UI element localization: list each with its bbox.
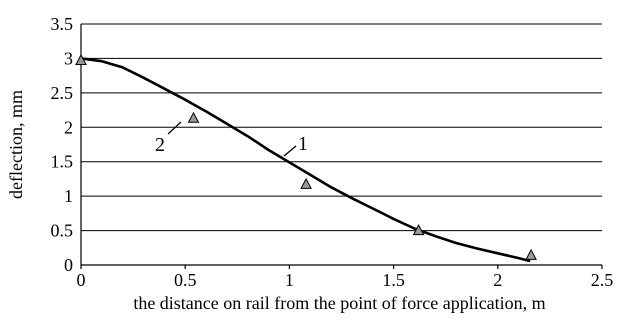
y-tick-label: 3 [64, 48, 73, 68]
y-axis-title: deflection, mm [6, 90, 26, 199]
y-tick-labels: 0 0.5 1 1.5 2 2.5 3 3.5 [51, 14, 74, 275]
y-tick-label: 0.5 [51, 221, 74, 241]
x-tick-label: 0 [77, 270, 86, 290]
x-tick-label: 2.5 [591, 270, 614, 290]
y-tick-label: 2.5 [51, 83, 74, 103]
plot-series [75, 53, 537, 263]
annotation-1-label: 1 [298, 133, 308, 155]
series-2-triangle-marker [412, 224, 425, 236]
series-line-1 [79, 57, 531, 263]
series-2-triangle-marker [75, 53, 87, 65]
x-tick-label: 2 [493, 270, 502, 290]
annotation-2-leader [167, 121, 182, 135]
y-tick-label: 1 [64, 186, 73, 206]
y-tick-label: 0 [64, 255, 73, 275]
annotations: 12 [155, 121, 308, 157]
y-tick-label: 1.5 [51, 152, 74, 172]
series-2-triangle-marker [300, 177, 312, 189]
grid-lines [81, 23, 602, 232]
x-tick-label: 1.5 [382, 270, 405, 290]
y-tick-label: 3.5 [51, 14, 74, 34]
x-tick-label: 1 [285, 270, 294, 290]
x-axis-title: the distance on rail from the point of f… [133, 293, 545, 313]
series-2-triangle-marker [187, 111, 200, 123]
series-2-triangle-marker [525, 248, 537, 260]
y-tick-label: 2 [64, 117, 73, 137]
x-tick-labels: 0 0.5 1 1.5 2 2.5 [77, 270, 614, 290]
annotation-2-label: 2 [155, 134, 165, 156]
x-tick-label: 0.5 [174, 270, 197, 290]
annotation-1-leader [283, 145, 297, 157]
